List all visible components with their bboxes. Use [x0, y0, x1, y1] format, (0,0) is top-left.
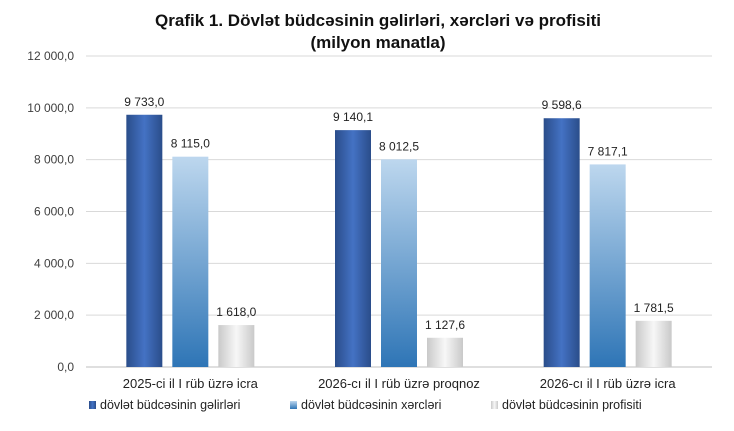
x-category-label: 2026-cı il I rüb üzrə proqnoz	[318, 376, 480, 391]
y-tick-label: 12 000,0	[27, 49, 74, 63]
bars	[126, 114, 672, 367]
legend-label: dövlət büdcəsinin xərcləri	[301, 398, 441, 412]
chart-title-line1: Qrafik 1. Dövlət büdcəsinin gəlirləri, x…	[155, 11, 601, 30]
y-tick-label: 10 000,0	[27, 101, 74, 115]
y-tick-label: 4 000,0	[34, 256, 74, 270]
legend-label: dövlət büdcəsinin profisiti	[502, 398, 642, 412]
legend-label: dövlət büdcəsinin gəlirləri	[100, 398, 240, 412]
data-label: 9 733,0	[124, 95, 164, 109]
data-label: 1 618,0	[216, 305, 256, 319]
chart-title-line2: (milyon manatla)	[310, 33, 445, 52]
x-category-label: 2026-cı il I rüb üzrə icra	[540, 376, 677, 391]
data-label: 1 781,5	[634, 301, 674, 315]
y-tick-label: 8 000,0	[34, 153, 74, 167]
data-labels: 9 733,0 8 115,0 1 618,0 9 140,1 8 012,5 1 127…	[124, 95, 674, 332]
legend-swatch	[290, 401, 297, 409]
data-label: 8 115,0	[171, 137, 210, 151]
bar-series-3-category-1	[218, 325, 255, 367]
legend-swatch	[491, 401, 498, 409]
bar-series-3-category-2	[427, 337, 463, 367]
bar-series-2-category-1	[172, 156, 209, 367]
bar-series-2-category-2	[381, 159, 417, 367]
data-label: 9 598,6	[542, 98, 582, 112]
x-category-label: 2025-ci il I rüb üzrə icra	[123, 376, 259, 391]
data-label: 9 140,1	[333, 110, 373, 124]
y-tick-label: 0,0	[57, 360, 74, 374]
data-label: 1 127,6	[425, 318, 465, 332]
bar-series-3-category-3	[635, 320, 672, 367]
data-label: 7 817,1	[588, 144, 628, 158]
legend: dövlət büdcəsinin gəlirləri dövlət büdcəs…	[89, 398, 642, 412]
bar-series-1-category-1	[126, 114, 163, 367]
y-tick-label: 2 000,0	[34, 308, 74, 322]
bar-series-2-category-3	[589, 164, 626, 367]
x-axis-categories: 2025-ci il I rüb üzrə icra 2026-cı il I r…	[123, 376, 677, 391]
bar-series-1-category-3	[543, 118, 580, 367]
y-tick-label: 6 000,0	[34, 205, 74, 219]
data-label: 8 012,5	[379, 139, 419, 153]
bar-series-1-category-2	[335, 130, 371, 367]
y-axis-ticks: 0,0 2 000,0 4 000,0 6 000,0 8 000,0 10 000,0 1…	[27, 49, 74, 374]
legend-swatch	[89, 401, 96, 409]
